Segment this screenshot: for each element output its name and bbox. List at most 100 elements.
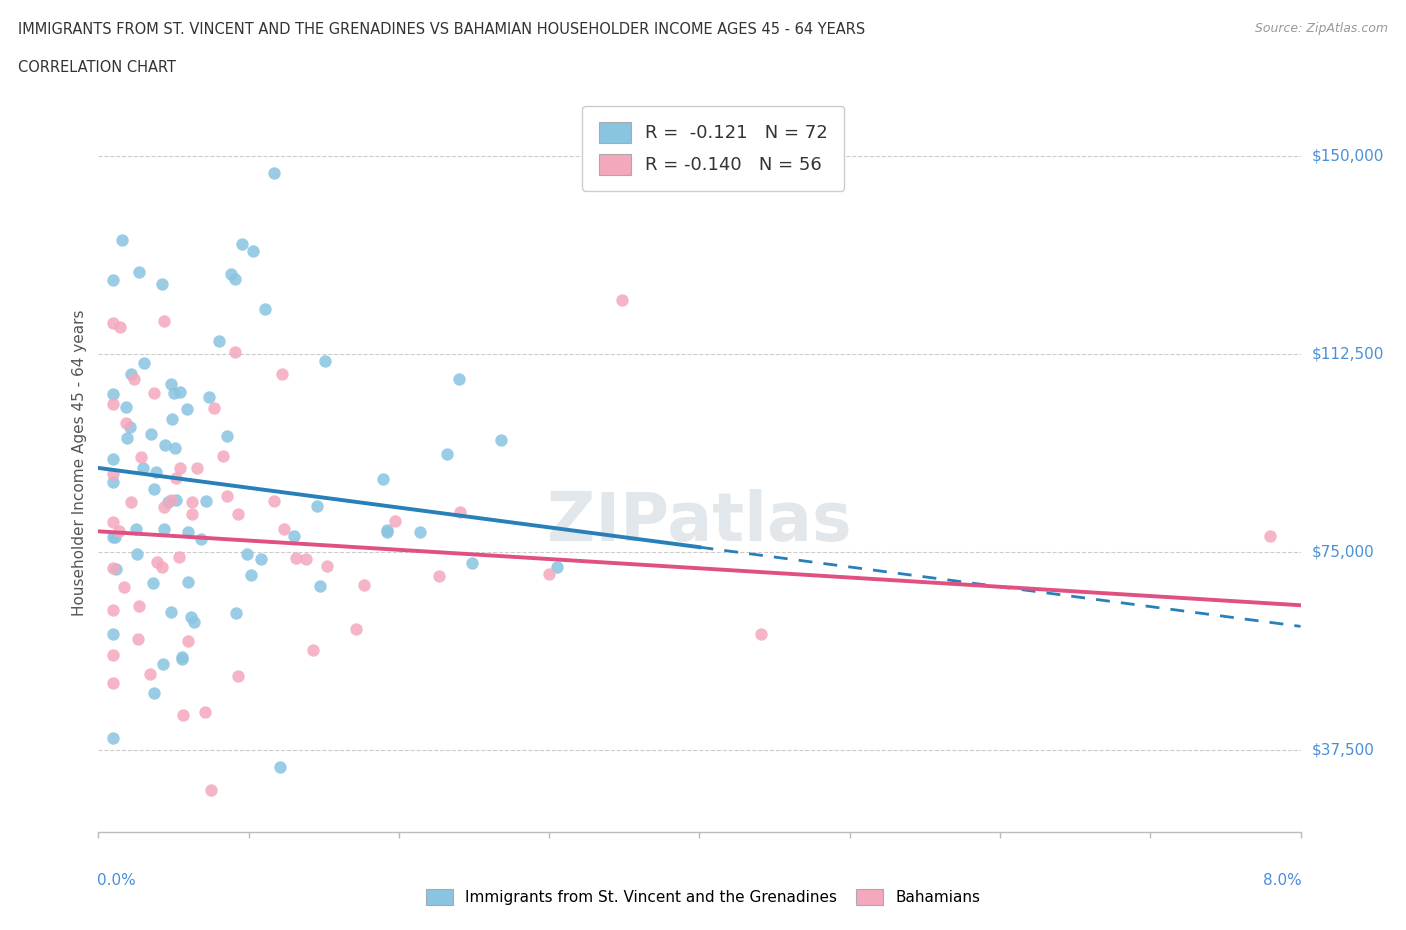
Point (132, 460, 155, 475)
Point (208, 334, 231, 349)
Point (176, 402, 198, 417)
Point (263, 494, 285, 509)
Point (375, 525, 398, 539)
Point (103, 561, 125, 576)
Point (120, 367, 142, 382)
Point (461, 556, 484, 571)
Point (307, 498, 329, 513)
Point (240, 567, 263, 582)
Point (112, 579, 135, 594)
Point (537, 566, 560, 581)
Text: 8.0%: 8.0% (1263, 873, 1302, 888)
Point (129, 449, 152, 464)
Point (384, 513, 406, 528)
Point (436, 446, 458, 461)
Point (195, 494, 218, 509)
Point (139, 426, 162, 441)
Point (449, 505, 471, 520)
Point (295, 551, 318, 566)
Point (212, 448, 235, 463)
Point (749, 626, 772, 641)
Point (103, 647, 125, 662)
Point (236, 547, 259, 562)
Point (271, 366, 294, 381)
Point (314, 353, 336, 368)
Point (128, 265, 150, 280)
Point (152, 657, 174, 671)
Y-axis label: Householder Income Ages 45 - 64 years: Householder Income Ages 45 - 64 years (72, 310, 87, 616)
Point (226, 669, 249, 684)
Point (221, 267, 243, 282)
Point (103, 451, 125, 466)
Point (197, 390, 219, 405)
Point (103, 396, 125, 411)
Point (217, 429, 239, 444)
Point (145, 464, 167, 479)
Text: $150,000: $150,000 (1312, 149, 1384, 164)
Legend: Immigrants from St. Vincent and the Grenadines, Bahamians: Immigrants from St. Vincent and the Gren… (419, 883, 987, 911)
Point (159, 376, 181, 391)
Point (153, 313, 176, 328)
Point (108, 524, 131, 538)
Point (1260, 529, 1282, 544)
Point (128, 599, 150, 614)
Point (142, 576, 165, 591)
Point (169, 550, 191, 565)
Point (610, 293, 633, 308)
Point (170, 650, 193, 665)
Point (242, 244, 264, 259)
Point (156, 495, 179, 510)
Point (344, 622, 367, 637)
Point (103, 272, 125, 287)
Point (177, 575, 200, 590)
Point (186, 460, 208, 475)
Point (165, 471, 187, 485)
Point (170, 652, 193, 667)
Point (183, 614, 205, 629)
Point (153, 522, 176, 537)
Point (181, 494, 204, 509)
Point (315, 559, 337, 574)
Point (409, 525, 432, 539)
Point (104, 562, 127, 577)
Point (103, 530, 125, 545)
Point (160, 604, 183, 619)
Point (202, 401, 225, 416)
Point (108, 320, 131, 335)
Point (546, 560, 568, 575)
Text: $37,500: $37,500 (1312, 743, 1375, 758)
Point (103, 315, 125, 330)
Point (269, 760, 291, 775)
Point (145, 555, 167, 570)
Text: IMMIGRANTS FROM ST. VINCENT AND THE GRENADINES VS BAHAMIAN HOUSEHOLDER INCOME AG: IMMIGRANTS FROM ST. VINCENT AND THE GREN… (18, 22, 866, 37)
Text: CORRELATION CHART: CORRELATION CHART (18, 60, 176, 75)
Point (162, 412, 184, 427)
Point (115, 400, 138, 415)
Point (254, 302, 277, 317)
Point (159, 493, 181, 508)
Point (215, 489, 238, 504)
Point (225, 605, 247, 620)
Point (180, 609, 202, 624)
Point (308, 578, 330, 593)
Legend: R =  -0.121   N = 72, R = -0.140   N = 56: R = -0.121 N = 72, R = -0.140 N = 56 (582, 106, 845, 191)
Point (176, 525, 198, 539)
Point (125, 522, 148, 537)
Point (103, 467, 125, 482)
Point (122, 371, 145, 386)
Point (165, 492, 187, 507)
Point (231, 236, 253, 251)
Point (103, 676, 125, 691)
Point (224, 272, 246, 286)
Point (132, 355, 155, 370)
Point (353, 578, 375, 592)
Point (104, 529, 127, 544)
Point (284, 551, 307, 565)
Point (165, 441, 187, 456)
Point (273, 521, 295, 536)
Point (127, 631, 149, 646)
Point (103, 514, 125, 529)
Point (176, 634, 198, 649)
Point (172, 707, 194, 722)
Point (103, 603, 125, 618)
